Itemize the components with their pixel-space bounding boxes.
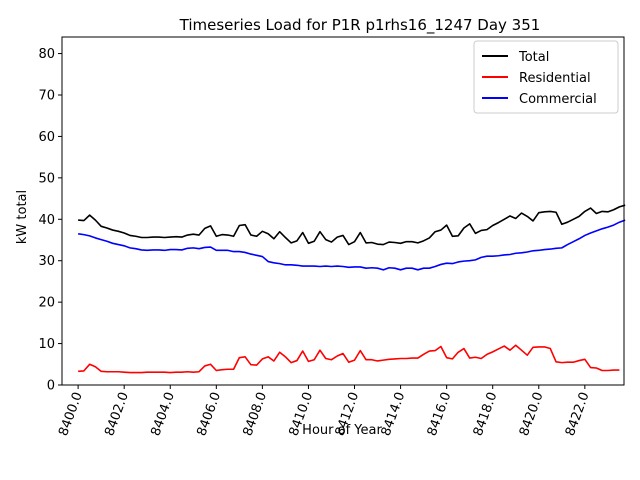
legend-label-commercial: Commercial [519, 92, 597, 107]
y-tick-label: 80 [38, 47, 55, 62]
legend-label-residential: Residential [519, 71, 591, 86]
y-tick-label: 60 [38, 130, 55, 145]
series-line-commercial [78, 219, 626, 271]
legend-box [473, 40, 619, 114]
y-axis-label: kW total [15, 190, 30, 244]
y-tick-label: 70 [38, 89, 55, 104]
axes-frame [61, 36, 625, 386]
y-tick-label: 0 [47, 379, 55, 394]
series-line-total [78, 204, 626, 246]
y-tick-label: 10 [38, 337, 55, 352]
y-tick-label: 30 [38, 254, 55, 269]
legend: Total Residential Commercial [473, 40, 619, 114]
y-tick-label: 20 [38, 296, 55, 311]
legend-label-total: Total [518, 50, 549, 65]
y-tick-label: 40 [38, 213, 55, 228]
chart-title: Timeseries Load for P1R p1rhs16_1247 Day… [179, 16, 541, 35]
x-axis-label: Hour of Year [302, 423, 382, 438]
series-line-residential [78, 344, 620, 374]
y-tick-label: 50 [38, 171, 55, 186]
